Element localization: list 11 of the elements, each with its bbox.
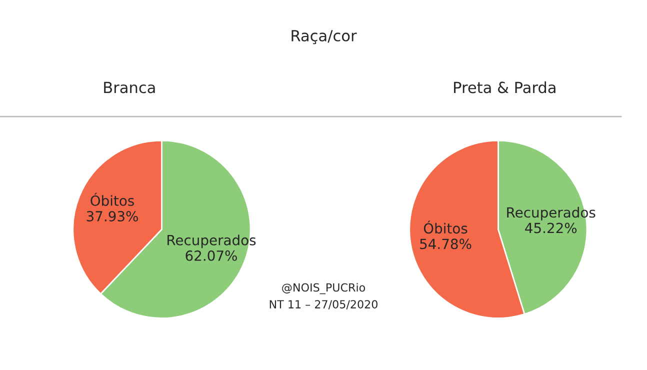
text: @NOIS_PUCRio [282, 283, 366, 294]
slice-label: Óbitos [90, 192, 134, 206]
chart-title: Branca [104, 82, 155, 94]
slice-label: Óbitos [424, 220, 468, 234]
text: NT 11 – 27/05/2020 [270, 300, 378, 310]
data-label: 37.93% [86, 210, 138, 222]
data-label: 45.22% [525, 222, 577, 234]
text: Raça/cor [292, 30, 357, 44]
data-label: 54.78% [420, 238, 472, 250]
chart-title: Preta & Parda [454, 81, 556, 94]
data-label: 62.07% [186, 250, 237, 261]
